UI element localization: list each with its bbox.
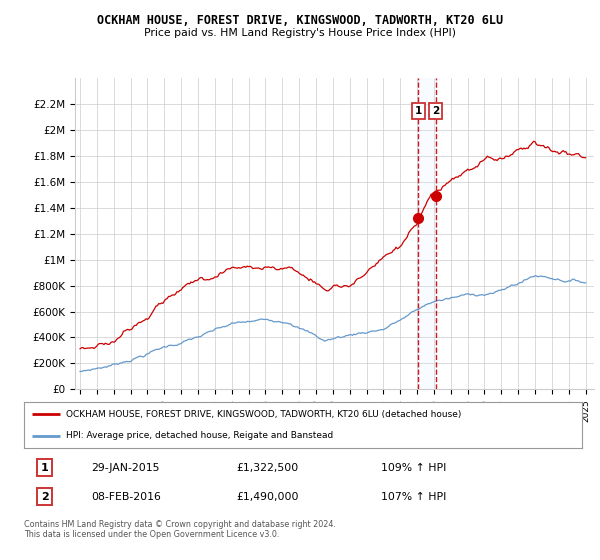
Text: Price paid vs. HM Land Registry's House Price Index (HPI): Price paid vs. HM Land Registry's House … <box>144 28 456 38</box>
Text: HPI: Average price, detached house, Reigate and Banstead: HPI: Average price, detached house, Reig… <box>66 431 333 440</box>
Text: £1,322,500: £1,322,500 <box>236 463 298 473</box>
Text: 1: 1 <box>41 463 49 473</box>
Text: 107% ↑ HPI: 107% ↑ HPI <box>381 492 446 502</box>
Text: 1: 1 <box>415 106 422 116</box>
Text: OCKHAM HOUSE, FOREST DRIVE, KINGSWOOD, TADWORTH, KT20 6LU: OCKHAM HOUSE, FOREST DRIVE, KINGSWOOD, T… <box>97 14 503 27</box>
Bar <box>418 78 436 389</box>
Text: OCKHAM HOUSE, FOREST DRIVE, KINGSWOOD, TADWORTH, KT20 6LU (detached house): OCKHAM HOUSE, FOREST DRIVE, KINGSWOOD, T… <box>66 410 461 419</box>
Text: £1,490,000: £1,490,000 <box>236 492 299 502</box>
Text: 2: 2 <box>432 106 439 116</box>
Text: 109% ↑ HPI: 109% ↑ HPI <box>381 463 446 473</box>
Text: 08-FEB-2016: 08-FEB-2016 <box>91 492 161 502</box>
Text: 29-JAN-2015: 29-JAN-2015 <box>91 463 160 473</box>
Text: Contains HM Land Registry data © Crown copyright and database right 2024.
This d: Contains HM Land Registry data © Crown c… <box>24 520 336 539</box>
Text: 2: 2 <box>41 492 49 502</box>
